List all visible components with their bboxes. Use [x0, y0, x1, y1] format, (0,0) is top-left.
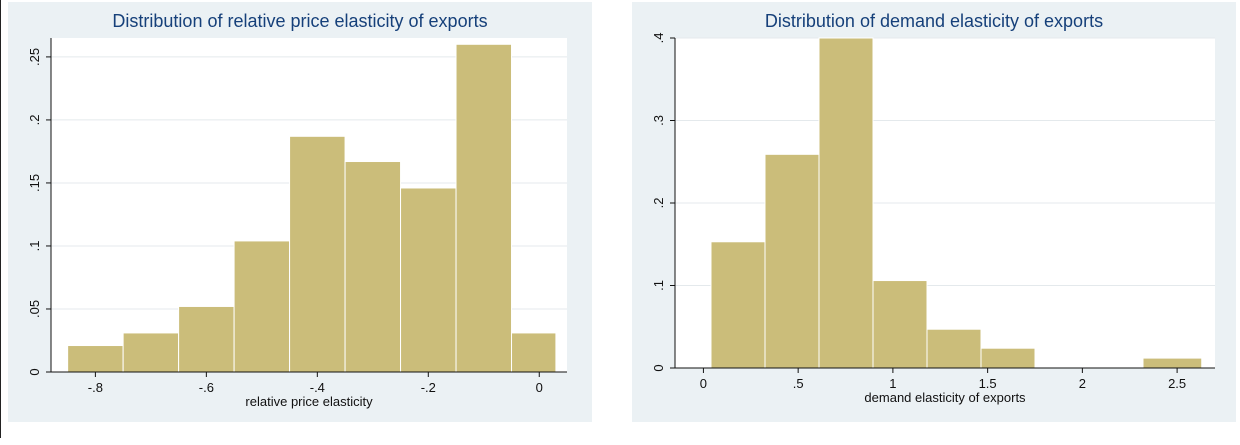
x-tick-label: .5 [793, 376, 804, 391]
histogram-bar [872, 280, 928, 369]
x-tick-label: -.8 [88, 380, 103, 395]
y-tick-label: .1 [651, 280, 666, 291]
y-tick-label: .25 [27, 48, 42, 66]
page-frame-line [0, 0, 1, 438]
x-tick-label: -.4 [310, 380, 325, 395]
axes: 0 .1 .2 .3 .4 0 .5 1 1.5 2 2.5 [651, 33, 1215, 391]
histogram-bar [67, 345, 124, 373]
chart-title: Distribution of relative price elasticit… [112, 11, 487, 31]
x-tick-label: -.6 [199, 380, 214, 395]
histogram-bar [764, 153, 820, 369]
histogram-bar [511, 332, 557, 373]
y-tick-label: .2 [27, 115, 42, 126]
y-tick-label: 0 [27, 368, 42, 375]
axes: 0 .05 .1 .15 .2 .25 -.8 -.6 -.4 -.2 0 [27, 38, 567, 395]
y-tick-label: .4 [651, 33, 666, 44]
histogram-bar [926, 328, 982, 369]
histogram-relative-price: Distribution of relative price elasticit… [27, 11, 567, 409]
chart-title: Distribution of demand elasticity of exp… [765, 11, 1103, 31]
y-tick-label: 0 [651, 364, 666, 371]
histogram-bar [400, 187, 457, 373]
bars [67, 43, 557, 373]
histogram-bar [289, 135, 346, 373]
chart-panel-demand: Distribution of demand elasticity of exp… [632, 2, 1236, 422]
x-tick-label: 1.5 [979, 376, 997, 391]
histogram-bar [455, 43, 513, 373]
y-tick-label: .05 [27, 300, 42, 318]
histogram-bar [818, 37, 874, 369]
y-tick-label: .3 [651, 115, 666, 126]
x-tick-label: 0 [700, 376, 707, 391]
histogram-bar [344, 161, 402, 373]
histogram-demand-elasticity: Distribution of demand elasticity of exp… [651, 11, 1215, 405]
x-axis-title: relative price elasticity [245, 394, 373, 409]
histogram-bar [122, 332, 180, 373]
x-axis-title: demand elasticity of exports [864, 390, 1026, 405]
y-tick-label: .1 [27, 241, 42, 252]
histogram-bar [710, 241, 766, 369]
x-tick-label: 2 [1079, 376, 1086, 391]
histogram-bar [233, 240, 291, 373]
x-tick-label: 1 [889, 376, 896, 391]
x-tick-label: -.2 [421, 380, 436, 395]
histogram-bar [980, 347, 1036, 369]
histogram-bar [178, 305, 235, 373]
y-tick-label: .15 [27, 174, 42, 192]
x-tick-label: 0 [536, 380, 543, 395]
histogram-bar [1142, 357, 1203, 369]
chart-panel-relative-price: Distribution of relative price elasticit… [8, 2, 592, 422]
x-tick-label: 2.5 [1168, 376, 1186, 391]
bars [710, 37, 1203, 369]
y-tick-label: .2 [651, 198, 666, 209]
